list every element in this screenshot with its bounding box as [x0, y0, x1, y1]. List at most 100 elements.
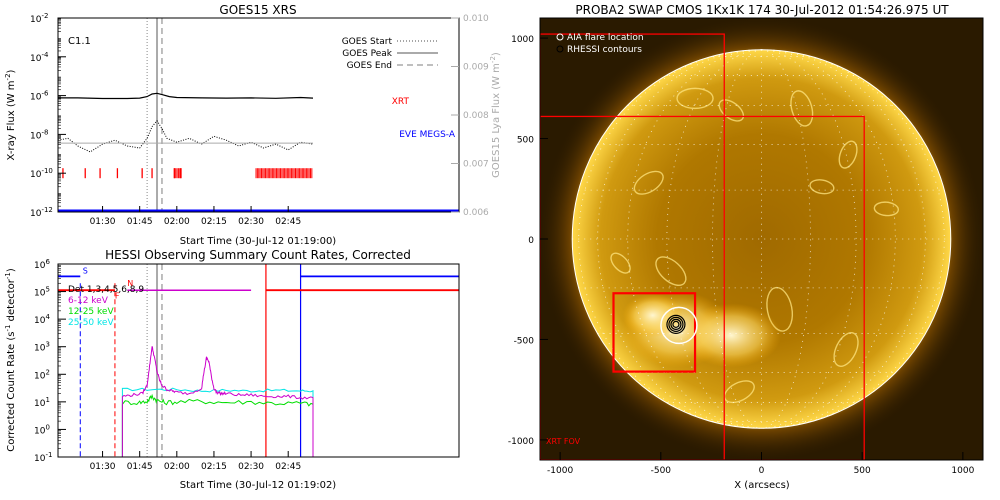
coronal-loop — [838, 140, 858, 169]
hessi-series-25-50-keV — [121, 387, 314, 457]
hessi-y-tick-label: 101 — [34, 396, 50, 409]
xrt-fov-label: XRT FOV — [546, 437, 581, 446]
swap-legend-label: RHESSI contours — [567, 45, 642, 55]
hessi-title: HESSI Observing Summary Count Rates, Cor… — [105, 248, 411, 262]
hessi-legend-label: Det 1,3,4,5,6,8,9 — [68, 285, 144, 295]
goes-x-tick-label: 01:30 — [90, 217, 116, 227]
swap-y-tick-label: 500 — [517, 136, 534, 146]
swap-legend: AIA flare location RHESSI contours — [556, 33, 644, 55]
fov-rect — [540, 33, 725, 460]
swap-legend-marker — [556, 45, 564, 53]
active-region — [622, 293, 683, 338]
flag-label-f: F — [115, 291, 120, 300]
goes-legend: GOES Start GOES Peak GOES End — [342, 37, 438, 71]
goes-x-axis-label: Start Time (30-Jul-12 01:19:00) — [180, 236, 337, 247]
longitude-line — [761, 49, 896, 429]
hessi-y-tick-label: 106 — [34, 258, 50, 271]
flag-label-n: N — [127, 279, 133, 288]
goes-title: GOES15 XRS — [219, 3, 296, 17]
heliographic-grid — [572, 49, 951, 429]
swap-legend-label: AIA flare location — [567, 33, 644, 43]
hessi-y-tick-label: 105 — [34, 286, 50, 299]
swap-y-tick-label: 0 — [528, 236, 534, 246]
goes-legend-label: GOES Start — [342, 37, 393, 47]
goes-legend-label: GOES End — [347, 61, 392, 71]
goes-y-tick-label: 10-12 — [30, 206, 53, 219]
hessi-y-tick-label: 104 — [34, 313, 50, 326]
goes-series-long — [58, 92, 314, 100]
coronal-loop — [655, 256, 687, 286]
hessi-y-tick-label: 103 — [34, 341, 50, 354]
hessi-x-tick-label: 02:00 — [164, 462, 190, 472]
swap-x-axis-label: X (arcsecs) — [734, 480, 790, 491]
goes-x-tick-label: 01:45 — [127, 217, 153, 227]
goes-legend-label: GOES Peak — [342, 49, 392, 59]
coronal-loop — [873, 201, 900, 217]
goes-y-tick-label: 10-8 — [30, 128, 48, 141]
swap-x-tick-label: 500 — [854, 466, 871, 476]
goes-xrs-panel: GOES15 XRS XRT EVE MEGS-A 10-2 10-4 10-6 10-8… — [4, 3, 502, 247]
hessi-legend-label: 25-50 keV — [68, 318, 114, 328]
goes-x-tick-label: 02:15 — [201, 217, 227, 227]
coronal-loop — [633, 170, 664, 195]
rhessi-contour — [670, 318, 682, 330]
swap-image-panel: PROBA2 SWAP CMOS 1Kx1K 174 30-Jul-2012 0… — [508, 3, 984, 491]
hessi-legend-label: 6-12 keV — [68, 296, 109, 306]
goes-y2-tick-label: 0.008 — [463, 111, 489, 121]
swap-x-tick-label: 1000 — [951, 466, 974, 476]
hessi-x-tick-label: 01:45 — [127, 462, 153, 472]
xrt-annotation: XRT — [392, 97, 410, 107]
coronal-loop — [809, 179, 835, 195]
swap-x-tick-label: -500 — [651, 466, 672, 476]
coronal-loop — [610, 252, 631, 274]
goes-series-short — [58, 119, 314, 153]
swap-title: PROBA2 SWAP CMOS 1Kx1K 174 30-Jul-2012 0… — [575, 3, 949, 17]
flag-label-s: S — [83, 267, 88, 276]
rhessi-contour — [666, 314, 686, 334]
goes-x-tick-label: 02:45 — [275, 217, 301, 227]
goes-y-tick-label: 10-10 — [30, 167, 53, 180]
hessi-y-axis-label: Corrected Count Rate (s-1 detector-1) — [4, 268, 17, 452]
swap-y-tick-label: -1000 — [508, 437, 534, 447]
goes-plot-frame — [57, 17, 460, 213]
goes-y2-tick-label: 0.009 — [463, 63, 489, 73]
goes-y-tick-label: 10-2 — [30, 12, 48, 25]
hessi-y-tick-label: 10-1 — [34, 451, 52, 464]
coronal-loop — [723, 380, 755, 404]
swap-x-tick-label: -1000 — [547, 466, 573, 476]
goes-y2-tick-label: 0.006 — [463, 208, 489, 218]
hessi-x-tick-label: 02:45 — [275, 462, 301, 472]
rhessi-contour — [668, 316, 684, 332]
goes-y2-tick-label: 0.010 — [463, 14, 489, 24]
hessi-y-tick-label: 100 — [34, 423, 50, 436]
hessi-panel: HESSI Observing Summary Count Rates, Cor… — [4, 248, 460, 491]
rhessi-contour — [672, 320, 680, 328]
hessi-legend-label: 12-25 keV — [68, 307, 114, 317]
xrt-observation-ticks — [62, 168, 313, 179]
coronal-loop — [766, 286, 794, 332]
hessi-series-12-25-keV — [121, 393, 314, 457]
coronal-loop — [790, 90, 814, 127]
active-region — [681, 303, 782, 368]
hessi-plot-frame — [57, 263, 460, 458]
coronal-loop — [833, 332, 859, 367]
flare-class-label: C1.1 — [68, 36, 91, 47]
goes-y2-axis-label: GOES15 Lya Flux (W m-2) — [489, 52, 502, 178]
swap-x-tick-label: 0 — [759, 466, 765, 476]
goes-y2-tick-label: 0.007 — [463, 160, 489, 170]
longitude-line — [627, 49, 762, 429]
aia-flare-location-marker — [660, 306, 698, 345]
hessi-y-tick-label: 102 — [34, 368, 50, 381]
goes-x-tick-label: 02:00 — [164, 217, 190, 227]
goes-y-tick-label: 10-6 — [30, 90, 49, 103]
goes-y-tick-label: 10-4 — [30, 51, 49, 64]
hessi-x-tick-label: 02:15 — [201, 462, 227, 472]
swap-y-tick-label: -500 — [514, 336, 535, 346]
limb-circle — [571, 49, 952, 429]
hessi-x-axis-label: Start Time (30-Jul-12 01:19:02) — [180, 480, 337, 491]
goes-x-tick-label: 02:30 — [238, 217, 264, 227]
swap-y-tick-label: 1000 — [511, 35, 534, 45]
hessi-x-tick-label: 01:30 — [90, 462, 116, 472]
